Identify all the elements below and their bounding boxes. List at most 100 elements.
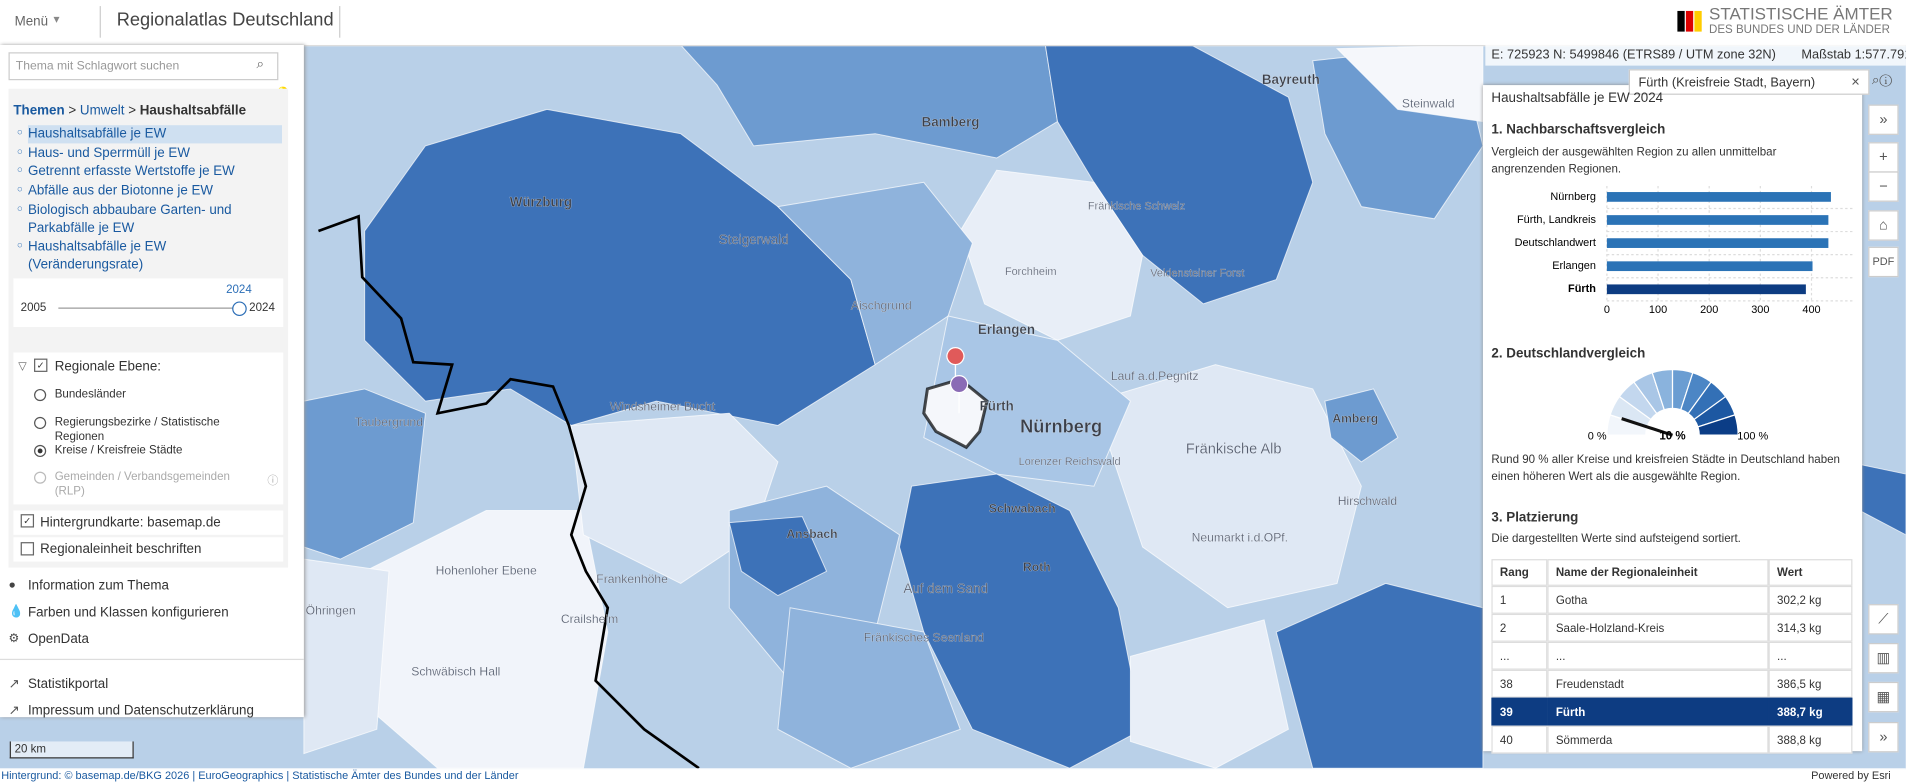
map-label: Öhringen xyxy=(306,604,356,618)
table-cell: Sömmerda xyxy=(1547,725,1769,754)
place-search-value: Fürth (Kreisfreie Stadt, Bayern) xyxy=(1638,75,1816,90)
crumb[interactable]: Umwelt xyxy=(79,103,125,118)
basemap-row[interactable]: ✓ Hintergrundkarte: basemap.de xyxy=(13,510,284,535)
map-label: Schwäbisch Hall xyxy=(411,664,500,678)
slider-current: 2024 xyxy=(226,283,252,297)
level-option[interactable]: Bundesländer xyxy=(54,387,126,402)
level-option[interactable]: Kreise / Kreisfreie Städte xyxy=(54,443,183,458)
section-title: 1. Nachbarschaftsvergleich xyxy=(1491,122,1666,138)
separator xyxy=(0,658,304,661)
topic[interactable]: Haushaltsabfälle je EW (Veränderungsrate… xyxy=(27,239,167,273)
slider-track xyxy=(58,307,241,309)
x-tick-label: 0 xyxy=(1604,304,1610,316)
map-label: Bamberg xyxy=(922,114,980,129)
map-label: Hirschwald xyxy=(1338,494,1397,508)
search-input[interactable]: Thema mit Schlagwort suchen ⌕ xyxy=(8,52,279,81)
topic[interactable]: Haus- und Sperrmüll je EW xyxy=(27,145,190,161)
table-cell: ... xyxy=(1491,641,1548,670)
x-tick-label: 200 xyxy=(1700,304,1718,316)
checkbox[interactable] xyxy=(20,542,35,556)
gauge-needle xyxy=(1621,417,1673,437)
link[interactable]: Farben und Klassen konfigurieren xyxy=(27,605,229,620)
breadcrumb: Themen > Umwelt > Haushaltsabfälle xyxy=(13,103,246,118)
table-cell: 388,7 kg xyxy=(1768,697,1853,726)
radio[interactable] xyxy=(34,388,47,402)
collapse-icon[interactable]: ▽ xyxy=(18,359,27,372)
slider-knob[interactable] xyxy=(232,301,247,317)
x-tick-label: 300 xyxy=(1751,304,1769,316)
map-label: Steigerwald xyxy=(719,232,789,247)
topic[interactable]: Getrennt erfasste Wertstoffe je EW xyxy=(27,164,235,179)
map-label: Würzburg xyxy=(510,195,572,210)
checkbox[interactable]: ✓ xyxy=(20,514,35,528)
level-option: Gemeinden / Verbandsgemeinden (RLP) xyxy=(54,470,230,499)
crumb-current: Haushaltsabfälle xyxy=(139,103,247,118)
checkbox[interactable]: ✓ xyxy=(34,358,48,372)
table-cell: Name der Regionaleinheit xyxy=(1547,559,1769,586)
link-icon: ⚙ xyxy=(8,632,20,646)
attribution[interactable]: Hintergrund: © basemap.de/BKG 2026 | Eur… xyxy=(1,769,519,782)
map-label: Fränkisches Seenland xyxy=(864,630,984,644)
basemap-label: Hintergrundkarte: basemap.de xyxy=(40,515,221,530)
link[interactable]: Information zum Thema xyxy=(27,578,169,594)
flag xyxy=(1685,10,1694,32)
crumb[interactable]: Themen xyxy=(13,103,65,118)
external-link[interactable]: Impressum und Datenschutzerklärung xyxy=(27,703,254,719)
menu[interactable]: Menü xyxy=(14,14,49,30)
app-title: Regionalatlas Deutschland xyxy=(116,9,334,31)
chart-button[interactable]: ⟋ xyxy=(1868,604,1899,635)
table-cell: 388,8 kg xyxy=(1768,725,1853,754)
pdf-button[interactable]: PDF xyxy=(1868,246,1899,278)
table-cell: 40 xyxy=(1491,725,1548,754)
search-button[interactable]: ⌕ⓘ xyxy=(1871,72,1892,88)
level-option[interactable]: Regierungsbezirke / Statistische Regione… xyxy=(54,415,220,444)
table-cell: Rang xyxy=(1491,559,1548,586)
topic[interactable]: Haushaltsabfälle je EW xyxy=(27,125,282,144)
topic[interactable]: Abfälle aus der Biotonne je EW xyxy=(27,183,214,199)
bar xyxy=(1606,261,1813,272)
slider-box: 2024 2005 2024 xyxy=(13,278,284,327)
radio[interactable] xyxy=(34,444,47,458)
link[interactable]: OpenData xyxy=(27,632,89,647)
bar xyxy=(1606,192,1831,202)
map-label: Amberg xyxy=(1332,412,1378,426)
external-icon: ↗ xyxy=(8,677,20,692)
place-search[interactable]: Fürth (Kreisfreie Stadt, Bayern) × xyxy=(1628,69,1870,95)
radio[interactable] xyxy=(34,416,47,430)
map-label: Roth xyxy=(1023,560,1051,574)
scale-bar: 20 km xyxy=(9,741,134,759)
bar-button[interactable]: ▥ xyxy=(1868,642,1899,674)
label-row[interactable]: Regionaleinheit beschriften xyxy=(13,537,284,562)
link-icon: 💧 xyxy=(8,605,24,619)
table-cell: 2 xyxy=(1491,613,1548,642)
gauge-segment xyxy=(1697,414,1739,436)
table-cell: Wert xyxy=(1768,559,1853,586)
crumb-separator: > xyxy=(68,103,77,118)
table-cell: 38 xyxy=(1491,669,1548,698)
external-link[interactable]: Statistikportal xyxy=(27,677,109,692)
expand-button[interactable]: » xyxy=(1868,722,1899,753)
map-label: Nürnberg xyxy=(1020,416,1102,437)
collapse-button[interactable]: » xyxy=(1868,104,1899,135)
divider xyxy=(339,6,341,38)
table-cell: 314,3 kg xyxy=(1768,613,1853,642)
level-title: Regionale Ebene: xyxy=(54,359,162,375)
table-cell: Gotha xyxy=(1547,585,1769,614)
home-button[interactable]: ⌂ xyxy=(1868,210,1899,241)
topic[interactable]: Biologisch abbaubare Garten- und Parkabf… xyxy=(27,202,232,236)
y-tick-label: Fürth, Landkreis xyxy=(1517,214,1596,226)
map-label: Aischgrund xyxy=(851,299,912,313)
table-cell: ... xyxy=(1768,641,1853,670)
zoom-out[interactable]: − xyxy=(1868,171,1899,202)
link-icon: ● xyxy=(8,578,16,592)
map-label: Lorenzer Reichswald xyxy=(1019,456,1121,468)
external-icon: ↗ xyxy=(8,703,20,719)
search-icon[interactable]: ⌕ xyxy=(256,57,264,72)
table-cell: Fürth xyxy=(1547,697,1769,726)
table-button[interactable]: ▦ xyxy=(1868,681,1899,713)
zoom-in[interactable]: + xyxy=(1868,142,1899,173)
table-cell: 386,5 kg xyxy=(1768,669,1853,698)
clear-button[interactable]: × xyxy=(1851,72,1860,90)
info-icon[interactable]: ⓘ xyxy=(267,474,279,487)
slider-max: 2024 xyxy=(249,301,275,315)
